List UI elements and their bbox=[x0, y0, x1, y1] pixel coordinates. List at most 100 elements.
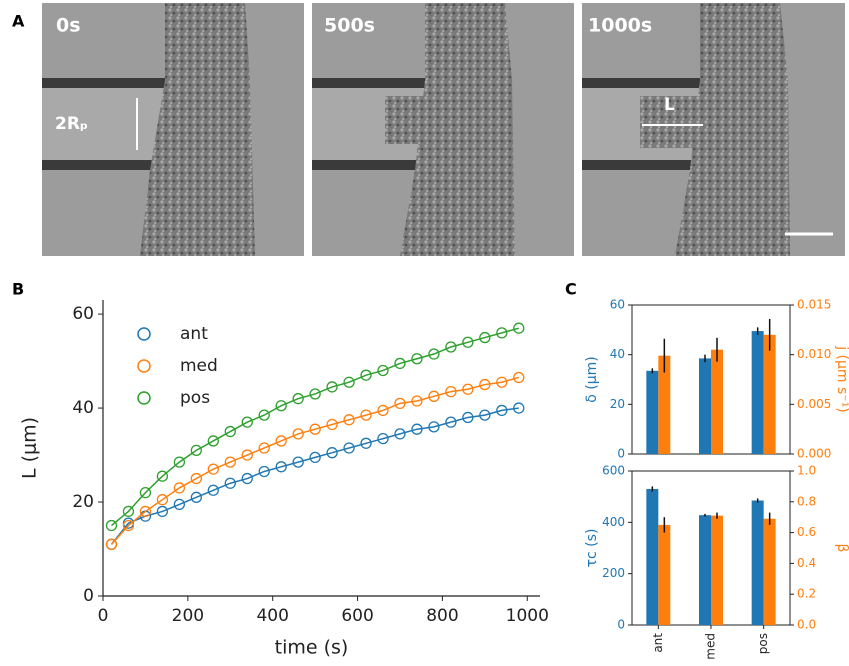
x-tick-label: med bbox=[704, 633, 718, 660]
data-point bbox=[139, 486, 152, 499]
data-point bbox=[190, 491, 202, 503]
data-point bbox=[173, 456, 186, 468]
data-point bbox=[479, 331, 491, 344]
data-point bbox=[173, 498, 186, 511]
fit-line bbox=[111, 327, 519, 527]
data-point bbox=[156, 470, 169, 482]
data-point bbox=[224, 456, 236, 468]
legend-marker bbox=[137, 391, 151, 405]
data-point bbox=[411, 423, 423, 435]
image-label: 0s bbox=[56, 15, 81, 37]
panel-label: C bbox=[565, 280, 577, 299]
data-point bbox=[190, 444, 202, 456]
bar bbox=[763, 334, 776, 454]
panel-label: B bbox=[12, 280, 24, 299]
y-tick-label: 600 bbox=[602, 464, 625, 478]
bar bbox=[658, 355, 671, 454]
data-point bbox=[275, 461, 287, 473]
legend-marker bbox=[137, 359, 151, 373]
y-tick-label: 400 bbox=[602, 515, 625, 529]
data-point bbox=[445, 341, 457, 353]
data-point bbox=[309, 451, 321, 464]
data-point bbox=[241, 449, 253, 461]
micrograph: 2Rₚ 0s bbox=[42, 3, 304, 256]
y2-tick-label: 0.8 bbox=[797, 494, 816, 508]
image-label: 500s bbox=[324, 15, 375, 37]
bar bbox=[646, 488, 659, 625]
bar bbox=[751, 331, 764, 454]
annotation: L bbox=[664, 95, 675, 115]
data-point bbox=[241, 416, 253, 428]
data-point bbox=[292, 393, 304, 405]
x-tick-label: ant bbox=[651, 633, 665, 653]
data-point bbox=[343, 414, 355, 426]
y2-tick-label: 0.2 bbox=[797, 587, 816, 601]
y-tick-label: 20 bbox=[72, 492, 94, 512]
data-point bbox=[394, 397, 406, 410]
data-point bbox=[105, 538, 118, 550]
data-point bbox=[275, 435, 287, 447]
data-point bbox=[258, 409, 270, 421]
y2-tick-label: 0.010 bbox=[797, 347, 831, 361]
data-point bbox=[275, 400, 287, 412]
data-point bbox=[258, 442, 270, 454]
y2-tick-label: 0.015 bbox=[797, 298, 831, 312]
legend-label: pos bbox=[180, 388, 210, 408]
data-point bbox=[496, 404, 508, 417]
data-point bbox=[496, 327, 508, 339]
data-point bbox=[428, 421, 440, 433]
x-tick-label: pos bbox=[756, 633, 770, 654]
data-point bbox=[479, 409, 491, 421]
data-point bbox=[428, 390, 440, 402]
data-point bbox=[343, 376, 355, 388]
bar bbox=[763, 518, 776, 625]
data-point bbox=[360, 409, 372, 421]
data-point bbox=[309, 388, 321, 400]
y2-axis-label: j (μm s⁻¹) bbox=[834, 345, 849, 413]
data-point bbox=[462, 411, 474, 424]
data-point bbox=[122, 505, 135, 518]
data-point bbox=[258, 465, 270, 478]
micrograph: 500s bbox=[312, 3, 574, 256]
data-point bbox=[377, 404, 389, 417]
y2-tick-label: 0.4 bbox=[797, 556, 816, 570]
y-tick-label: 40 bbox=[610, 347, 625, 361]
data-point bbox=[496, 376, 508, 388]
y-tick-label: 20 bbox=[610, 397, 625, 411]
data-point bbox=[343, 442, 355, 454]
bar bbox=[711, 349, 723, 454]
data-point bbox=[411, 353, 423, 365]
data-point bbox=[377, 364, 389, 377]
legend-label: ant bbox=[180, 324, 208, 344]
bar bbox=[711, 515, 723, 625]
y2-axis-label: β bbox=[834, 544, 849, 553]
data-point bbox=[411, 395, 423, 407]
data-point bbox=[360, 437, 372, 449]
data-point bbox=[224, 477, 236, 489]
data-point bbox=[462, 336, 474, 348]
x-tick-label: 200 bbox=[172, 606, 204, 626]
legend-marker bbox=[137, 327, 151, 341]
data-point bbox=[326, 447, 338, 459]
y-axis-label: δ (μm) bbox=[584, 356, 600, 402]
y-tick-label: 0 bbox=[83, 586, 94, 606]
data-point bbox=[479, 378, 491, 391]
data-point bbox=[513, 322, 525, 334]
data-point bbox=[292, 456, 304, 468]
data-point bbox=[513, 371, 525, 384]
data-point bbox=[156, 494, 169, 506]
bar bbox=[658, 524, 671, 625]
y2-tick-label: 0.6 bbox=[797, 525, 816, 539]
data-point bbox=[394, 428, 406, 440]
y-tick-label: 60 bbox=[610, 298, 625, 312]
y2-tick-label: 0.005 bbox=[797, 397, 831, 411]
y2-tick-label: 0.000 bbox=[797, 447, 831, 461]
y-axis-label: L (μm) bbox=[19, 417, 41, 479]
fit-line bbox=[110, 376, 519, 545]
panel-label: A bbox=[12, 12, 25, 31]
fit-line bbox=[110, 407, 519, 545]
data-point bbox=[207, 463, 219, 475]
data-point bbox=[360, 369, 372, 381]
data-point bbox=[445, 416, 457, 428]
